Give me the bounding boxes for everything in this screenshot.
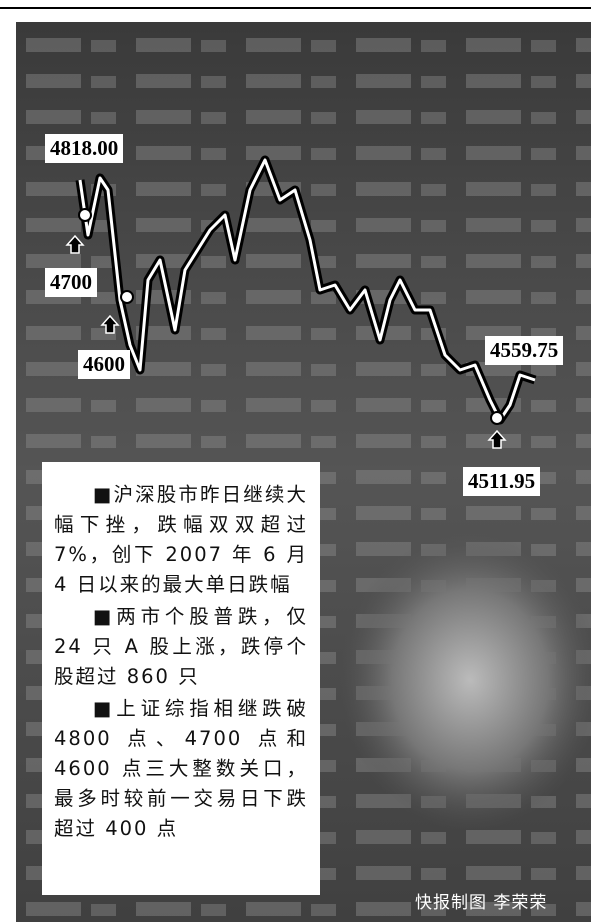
paragraph: ■两市个股普跌，仅 24 只 A 股上涨，跌停个股超过 860 只 <box>54 605 308 688</box>
paragraph: ■上证综指相继跌破 4800 点、4700 点和 4600 点三大整数关口，最多… <box>54 697 308 840</box>
point-label: 4700 <box>45 268 97 297</box>
point-label: 4600 <box>78 350 130 379</box>
top-rule <box>0 7 591 9</box>
point-label: 4511.95 <box>463 467 541 496</box>
point-label: 4559.75 <box>485 336 564 365</box>
credit: 快报制图 李荣荣 <box>415 893 548 913</box>
point-label: 4818.00 <box>45 134 124 163</box>
paragraph: ■沪深股市昨日继续大幅下挫，跌幅双双超过 7%，创下 2007 年 6 月 4 … <box>54 483 308 596</box>
text-box: ■沪深股市昨日继续大幅下挫，跌幅双双超过 7%，创下 2007 年 6 月 4 … <box>42 462 320 895</box>
